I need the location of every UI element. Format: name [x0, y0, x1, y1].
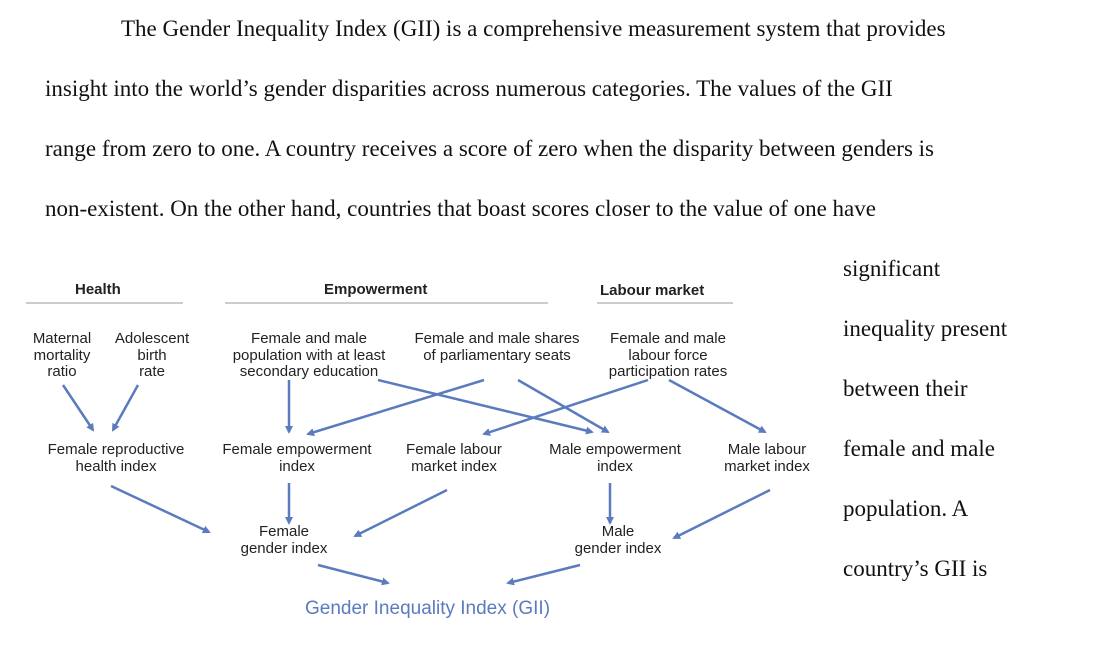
indicator-secondary-education: Female and male population with at least…: [232, 330, 386, 380]
arrow-seats-to-male-empowerment: [517, 378, 610, 434]
arrow-labour-to-male-labour: [668, 378, 767, 434]
male-labour-market-index: Male labour market index: [724, 441, 810, 475]
female-labour-market-index: Female labour market index: [406, 441, 502, 475]
side-text-line-4: female and male: [843, 436, 995, 461]
side-text-line-2: inequality present: [843, 316, 1008, 341]
indicator-adolescent-birth-rate: Adolescent birth rate: [114, 330, 190, 380]
arrow-maternal-to-reproductive: [61, 384, 95, 432]
arrow-seats-to-female-empowerment: [306, 378, 485, 437]
dimension-health: Health: [75, 281, 121, 298]
gender-inequality-index: Gender Inequality Index (GII): [305, 598, 551, 619]
arrow-male-labour-to-male-gender: [672, 488, 771, 540]
male-empowerment-index: Male empowerment index: [549, 441, 681, 475]
arrow-reproductive-to-female-gender: [110, 484, 211, 534]
arrow-adolescent-to-reproductive: [111, 384, 140, 432]
arrow-female-labour-to-female-gender: [353, 488, 448, 538]
paragraph-line-3: range from zero to one. A country receiv…: [45, 136, 934, 161]
arrow-education-to-male-empowerment: [377, 378, 594, 435]
paragraph-line-4: non-existent. On the other hand, countri…: [45, 196, 876, 221]
arrow-male-gender-to-gii: [506, 563, 581, 586]
side-text-line-1: significant: [843, 256, 941, 281]
diagram-connectors: [26, 302, 771, 586]
side-text-line-5: population. A: [843, 496, 969, 521]
side-text-line-6: country’s GII is: [843, 556, 988, 581]
indicator-labour-force: Female and male labour force participati…: [608, 330, 728, 380]
male-gender-index: Male gender index: [574, 523, 662, 557]
female-gender-index: Female gender index: [240, 523, 328, 557]
arrow-labour-to-female-labour: [482, 378, 649, 436]
indicator-parliamentary-seats: Female and male shares of parliamentary …: [414, 330, 580, 364]
paragraph-line-2: insight into the world’s gender disparit…: [45, 76, 893, 101]
paragraph-line-1: The Gender Inequality Index (GII) is a c…: [121, 16, 946, 41]
indicator-maternal-mortality: Maternal mortality ratio: [32, 330, 92, 380]
side-text-line-3: between their: [843, 376, 968, 401]
gii-diagram: Health Empowerment Labour market Materna…: [18, 270, 828, 630]
dimension-empowerment: Empowerment: [324, 281, 428, 298]
female-reproductive-health-index: Female reproductive health index: [47, 441, 185, 475]
dimension-labour-market: Labour market: [600, 282, 705, 299]
female-empowerment-index: Female empowerment index: [222, 441, 372, 475]
arrow-female-gender-to-gii: [317, 563, 390, 586]
